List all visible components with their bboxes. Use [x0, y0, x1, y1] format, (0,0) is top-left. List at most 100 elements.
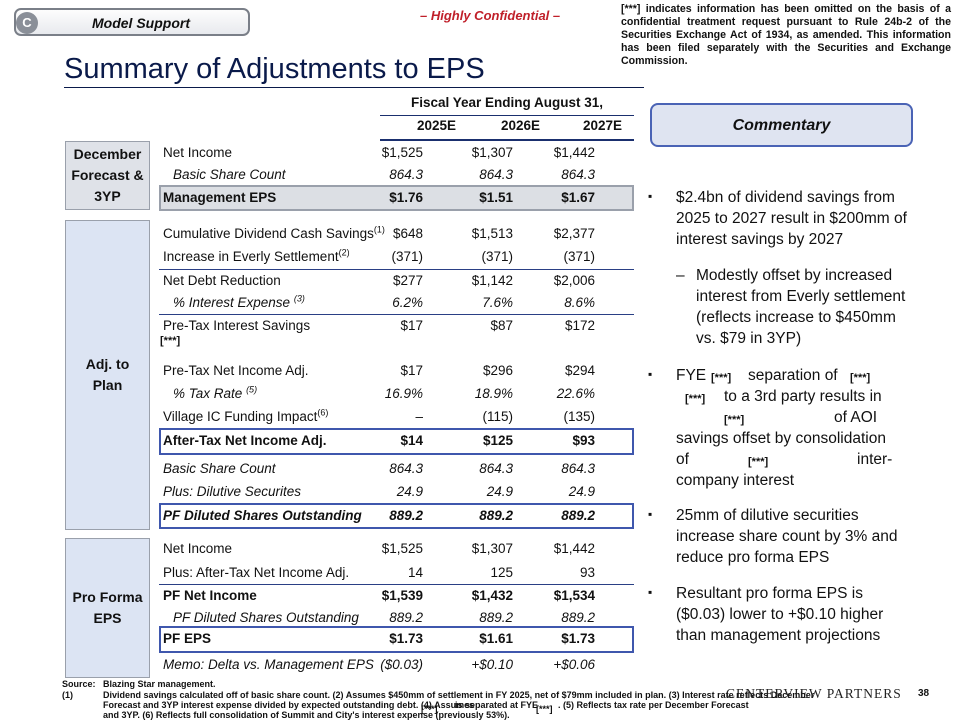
cell-2026: $1,142: [471, 273, 513, 288]
cell-2026: 125: [490, 565, 513, 580]
row-divider: [159, 269, 634, 270]
group-label-pro-forma-text: Pro Forma EPS: [72, 589, 143, 626]
table-row: Basic Share Count 864.3 864.3 864.3: [163, 460, 633, 478]
source-text: Blazing Star management.: [103, 679, 216, 689]
cell-2025: $1,539: [381, 588, 423, 603]
row-label: % Interest Expense (3): [173, 294, 305, 312]
section-letter-badge: C: [16, 12, 38, 34]
table-row: PF EPS $1.73 $1.61 $1.73: [163, 630, 633, 648]
cell-2026: 889.2: [479, 610, 513, 625]
footnote-marker: (2): [338, 247, 350, 258]
row-label: Pre-Tax Net Income Adj.: [163, 363, 309, 378]
bullet-text: to a 3rd party results in: [724, 388, 882, 405]
cell-2027: $1,442: [553, 541, 595, 556]
table-row: Basic Share Count 864.3 864.3 864.3: [163, 166, 633, 184]
page-number: 38: [918, 688, 930, 699]
table-row: Pre-Tax Interest Savings $17 $87 $172: [163, 317, 633, 335]
row-label-text: % Tax Rate: [173, 386, 243, 401]
cell-2027: 93: [579, 565, 595, 580]
cell-2026: 7.6%: [482, 295, 513, 310]
cell-2025: $1,525: [381, 145, 423, 160]
cell-2026: $1,307: [471, 145, 513, 160]
cell-2026: $1,513: [471, 226, 513, 241]
row-label: Basic Share Count: [163, 461, 276, 476]
bullet-text: FYE: [676, 367, 707, 384]
title-underline: [64, 87, 644, 88]
source-label: Source:: [62, 679, 96, 689]
cell-2025: 889.2: [389, 508, 423, 523]
row-label: Plus: Dilutive Securites: [163, 484, 302, 499]
cell-2027: $2,006: [553, 273, 595, 288]
cell-2026: 24.9: [486, 484, 513, 499]
row-label: Village IC Funding Impact(6): [163, 408, 328, 426]
cell-2026: $1.51: [479, 190, 513, 205]
bullet-text: Resultant pro forma EPS is ($0.03) lower…: [676, 585, 884, 644]
cell-2025: 16.9%: [384, 386, 423, 401]
cell-2026: $125: [482, 433, 513, 448]
cell-2027: $93: [572, 433, 595, 448]
cell-2027: 864.3: [561, 461, 595, 476]
commentary-sub-bullet: – Modestly offset by increased interest …: [676, 265, 912, 349]
footnote-marker: (5): [246, 384, 258, 395]
cell-2027: +$0.06: [553, 657, 595, 672]
table-row: Cumulative Dividend Cash Savings(1) $648…: [163, 225, 633, 243]
redaction-mark: [***]: [748, 456, 769, 468]
table-row: Pre-Tax Net Income Adj. $17 $296 $294: [163, 362, 633, 380]
pf-diluted-shares-box: [159, 503, 634, 529]
table-row: Village IC Funding Impact(6) – (115) (13…: [163, 408, 633, 426]
year-header-2026: 2026E: [500, 118, 540, 133]
table-row: PF Net Income $1,539 $1,432 $1,534: [163, 587, 633, 605]
footnote-text: and 3YP. (6) Reflects full consolidation…: [103, 710, 510, 720]
cell-2027: 864.3: [561, 167, 595, 182]
cell-2025: $17: [400, 363, 423, 378]
group-label-forecast: December Forecast & 3YP: [65, 141, 150, 210]
cell-2027: 24.9: [568, 484, 595, 499]
page-title: Summary of Adjustments to EPS: [64, 53, 485, 85]
confidentiality-disclaimer: [***] indicates information has been omi…: [621, 3, 951, 67]
year-header-2027: 2027E: [582, 118, 622, 133]
cell-2027: $1.67: [561, 190, 595, 205]
cell-2027: 22.6%: [556, 386, 595, 401]
row-divider: [159, 314, 634, 315]
row-label: Memo: Delta vs. Management EPS: [163, 657, 374, 672]
row-label: Pre-Tax Interest Savings: [163, 318, 311, 333]
cell-2027: $2,377: [553, 226, 595, 241]
cell-2026: 864.3: [479, 461, 513, 476]
table-row: Management EPS $1.76 $1.51 $1.67: [163, 189, 633, 207]
footnote-text: Forecast and 3YP interest expense divide…: [103, 700, 475, 710]
management-eps-box: [159, 185, 634, 211]
after-tax-adj-box: [159, 428, 634, 455]
year-header-2025: 2025E: [416, 118, 456, 133]
period-header-rule: [380, 115, 634, 116]
row-label-text: % Interest Expense: [173, 295, 291, 310]
row-label: Plus: After-Tax Net Income Adj.: [163, 565, 350, 580]
row-label: Management EPS: [163, 190, 277, 205]
cell-2025: $14: [400, 433, 423, 448]
row-label-text: Increase in Everly Settlement: [163, 249, 339, 264]
cell-2025: 6.2%: [392, 295, 423, 310]
bullet-text: of AOI: [834, 409, 878, 426]
row-label-text: Cumulative Dividend Cash Savings: [163, 226, 374, 241]
table-row: Net Debt Reduction $277 $1,142 $2,006: [163, 272, 633, 290]
row-label: Cumulative Dividend Cash Savings(1): [163, 225, 385, 243]
bullet-marker: ▪: [648, 367, 653, 381]
section-tag-label: Model Support: [92, 15, 190, 31]
cell-2025: $1.73: [389, 631, 423, 646]
redaction-note: [***]: [160, 335, 181, 347]
commentary-bullet: ▪ FYE [***] separation of [***] [***] to…: [648, 365, 910, 491]
footnote-marker: (1): [373, 224, 385, 235]
bullet-text: $2.4bn of dividend savings from 2025 to …: [676, 189, 907, 248]
group-label-forecast-text: December Forecast & 3YP: [71, 146, 144, 204]
table-row: Net Income $1,525 $1,307 $1,442: [163, 540, 633, 558]
commentary-header-box: [650, 103, 913, 147]
sub-bullet-text: Modestly offset by increased interest fr…: [696, 267, 906, 347]
group-label-adj: Adj. to Plan: [65, 220, 150, 530]
cell-2027: $1,442: [553, 145, 595, 160]
cell-2025: $17: [400, 318, 423, 333]
company-logo: CENTERVIEW PARTNERS: [726, 686, 902, 701]
bullet-text: inter-: [857, 451, 893, 468]
footnote-text: is separated at FYE: [455, 700, 539, 710]
cell-2026: +$0.10: [471, 657, 513, 672]
cell-2027: (371): [563, 249, 595, 264]
cell-2027: 889.2: [561, 610, 595, 625]
